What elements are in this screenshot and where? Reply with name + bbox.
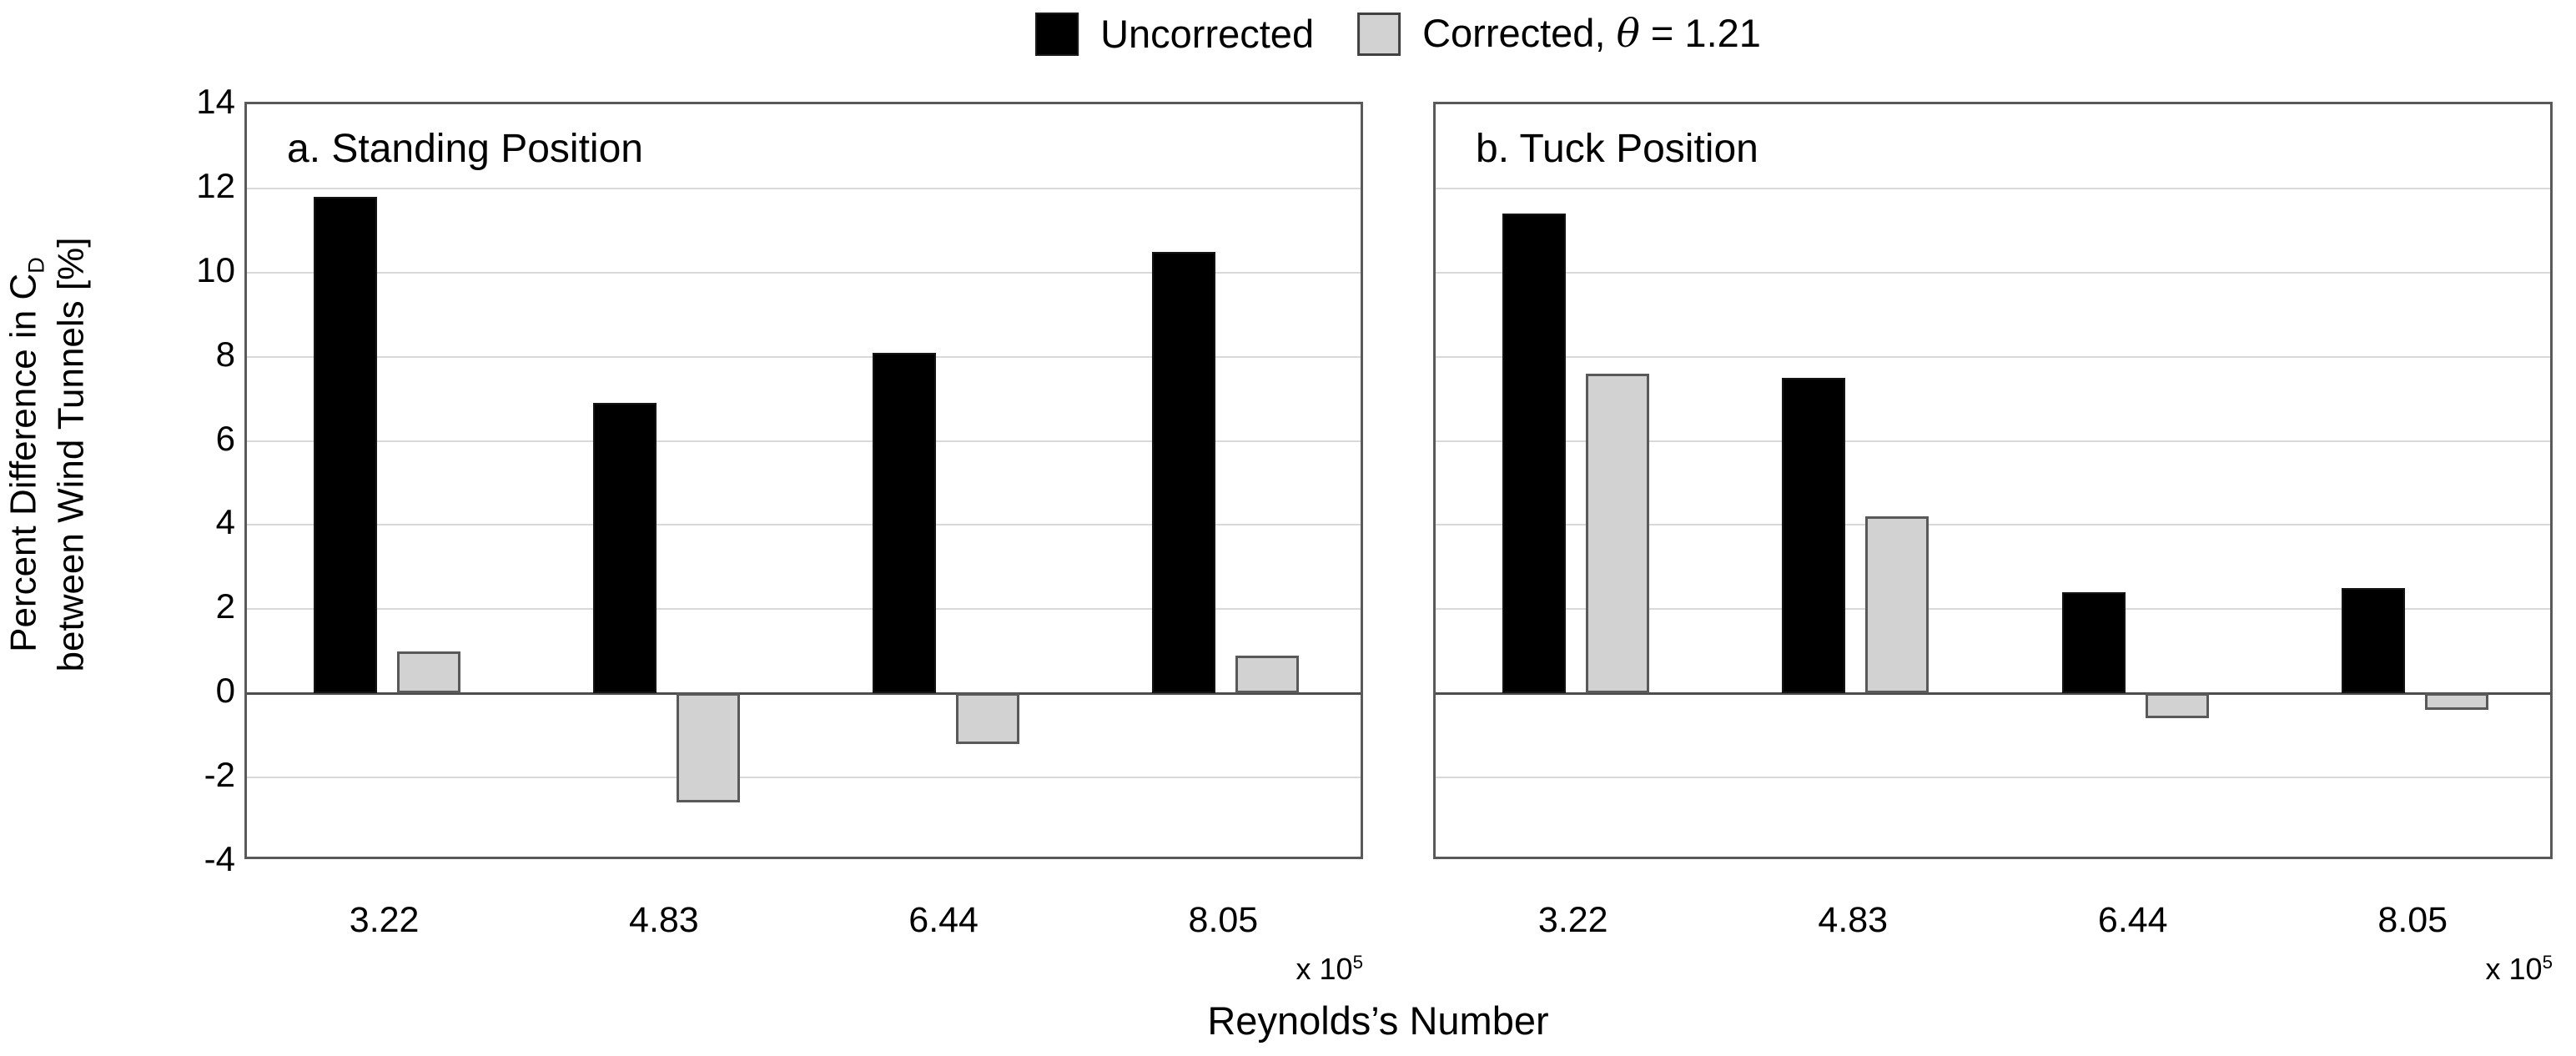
theta-symbol: θ [1616,11,1640,57]
bar-corrected [1585,373,1649,694]
bar-uncorrected [1782,377,1846,694]
gridline [247,355,1361,358]
gridline [247,777,1361,779]
panel-a-standing: a. Standing Position [244,102,1363,859]
x-tick-label: 8.05 [2377,900,2448,940]
y-tick-label: 14 [196,82,235,121]
gridline [247,187,1361,189]
x-tick-label: 3.22 [349,900,420,940]
y-tick-label: 0 [215,671,235,711]
x-axis-title: Reynolds’s Number [1207,998,1549,1043]
legend-swatch-uncorrected-icon [1035,12,1079,56]
x-tick-label: 8.05 [1188,900,1259,940]
x-axis-multiplier-base: x 10 [2485,952,2543,986]
gridline [1436,187,2550,189]
x-axis-multiplier: x 105 [2369,948,2553,984]
panel-b-tuck: b. Tuck Position [1433,102,2553,859]
bar-corrected [2145,693,2209,719]
x-axis-multiplier-exponent: 5 [2542,952,2553,973]
panel-title: b. Tuck Position [1476,127,1758,171]
x-tick-label: 3.22 [1537,900,1608,940]
y-tick-label: 8 [215,334,235,374]
gridline [1436,524,2550,526]
legend-label-corrected: Corrected, θ = 1.21 [1422,12,1761,56]
y-axis-title-line1: Percent Difference in CD [3,238,50,672]
x-tick-label: 6.44 [908,900,979,940]
y-tick-label: 4 [215,502,235,542]
gridline [247,608,1361,611]
x-tick-label: 4.83 [1818,900,1889,940]
bar-corrected [956,693,1020,744]
bar-uncorrected [873,352,937,694]
bar-uncorrected [2061,592,2126,694]
bar-uncorrected [1502,214,1566,694]
gridline [1436,777,2550,779]
legend-item-corrected: Corrected, θ = 1.21 [1357,12,1761,56]
y-tick-label: -2 [204,755,235,795]
bar-uncorrected [592,403,657,694]
y-axis-title: Percent Difference in CD between Wind Tu… [3,238,93,672]
bar-uncorrected [1152,251,1216,694]
y-axis-title-subscript: D [23,257,49,274]
bar-corrected [1865,516,1929,694]
bar-uncorrected [2342,588,2406,694]
bar-corrected [396,651,460,694]
gridline [1436,271,2550,274]
gridline [1436,608,2550,611]
y-axis-title-line2: between Wind Tunnels [%] [50,237,92,672]
x-tick-label: 4.83 [629,900,699,940]
y-tick-label: 6 [215,418,235,458]
gridline [247,271,1361,274]
gridline [1436,440,2550,442]
legend-label-corrected-prefix: Corrected, [1422,11,1617,55]
x-axis-multiplier-exponent: 5 [1352,952,1363,973]
gridline [247,440,1361,442]
y-tick-label: 12 [196,165,235,205]
gridline [1436,355,2550,358]
x-axis-multiplier: x 105 [1180,948,1363,984]
legend-swatch-corrected-icon [1357,12,1401,56]
x-axis-multiplier-base: x 10 [1296,952,1353,986]
y-tick-label: -4 [204,839,235,878]
gridline [247,524,1361,526]
legend: Uncorrected Corrected, θ = 1.21 [1035,12,1761,56]
x-tick-label: 6.44 [2097,900,2168,940]
y-axis-title-line1-text: Percent Difference in C [3,273,44,652]
panel-title: a. Standing Position [287,127,643,171]
bar-corrected [2425,693,2489,711]
legend-label-corrected-suffix: = 1.21 [1639,11,1761,55]
legend-label-uncorrected: Uncorrected [1100,11,1315,56]
bar-uncorrected [313,196,377,694]
zero-axis-line [247,692,1361,696]
zero-axis-line [1436,692,2550,696]
bar-corrected [1235,655,1300,694]
y-tick-label: 10 [196,249,235,289]
bar-corrected [676,693,740,803]
legend-item-uncorrected: Uncorrected [1035,11,1315,56]
y-tick-label: 2 [215,586,235,626]
